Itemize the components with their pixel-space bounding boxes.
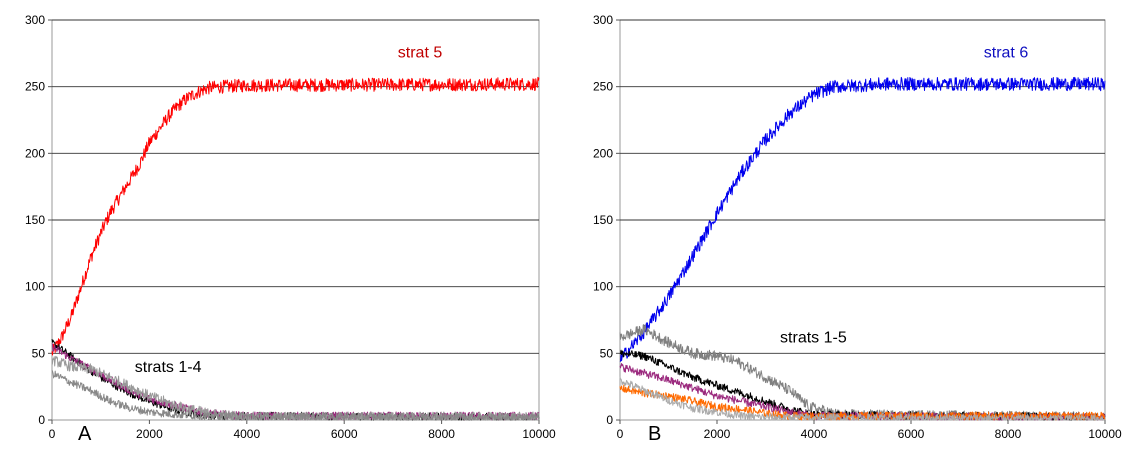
x-tick-label: 8000 [428, 427, 455, 441]
y-tick-label: 300 [593, 13, 613, 27]
x-tick-label: 6000 [898, 427, 925, 441]
x-tick-label: 2000 [704, 427, 731, 441]
y-tick-label: 200 [25, 146, 45, 160]
x-tick-label: 0 [49, 427, 56, 441]
series-line-5 [51, 369, 540, 421]
annotation-2: strats 1-4 [135, 359, 202, 376]
series-line-6 [619, 376, 1106, 421]
x-tick-label: 6000 [331, 427, 358, 441]
y-tick-label: 0 [606, 413, 613, 427]
panel-label: B [648, 423, 661, 445]
x-tick-label: 10000 [1088, 427, 1122, 441]
annotation-1: strat 5 [398, 44, 443, 61]
y-tick-label: 150 [25, 213, 45, 227]
y-tick-label: 100 [25, 280, 45, 294]
x-tick-label: 2000 [136, 427, 163, 441]
y-tick-label: 200 [593, 146, 613, 160]
y-tick-label: 0 [38, 413, 45, 427]
annotation-1: strat 6 [984, 44, 1029, 61]
y-tick-label: 50 [32, 346, 46, 360]
x-tick-label: 10000 [522, 427, 556, 441]
y-tick-label: 150 [593, 213, 613, 227]
y-tick-label: 100 [593, 280, 613, 294]
series-line-1 [619, 76, 1106, 362]
y-tick-label: 50 [600, 346, 614, 360]
annotation-2: strats 1-5 [780, 330, 847, 347]
panel-label: A [78, 423, 92, 445]
y-tick-label: 250 [593, 80, 613, 94]
y-tick-label: 300 [25, 13, 45, 27]
chart-panel-a: 0 50 100 150 200 250 300 0 2000 4000 6000 8000 10000… [25, 13, 556, 445]
x-tick-label: 4000 [233, 427, 260, 441]
x-tick-label: 8000 [995, 427, 1022, 441]
chart-panel-b: 0 50 100 150 200 250 300 0 2000 4000 6000 8000 10000… [593, 13, 1122, 445]
x-tick-label: 0 [617, 427, 624, 441]
y-tick-label: 250 [25, 80, 45, 94]
series-line-1 [51, 76, 540, 356]
x-tick-label: 4000 [801, 427, 828, 441]
